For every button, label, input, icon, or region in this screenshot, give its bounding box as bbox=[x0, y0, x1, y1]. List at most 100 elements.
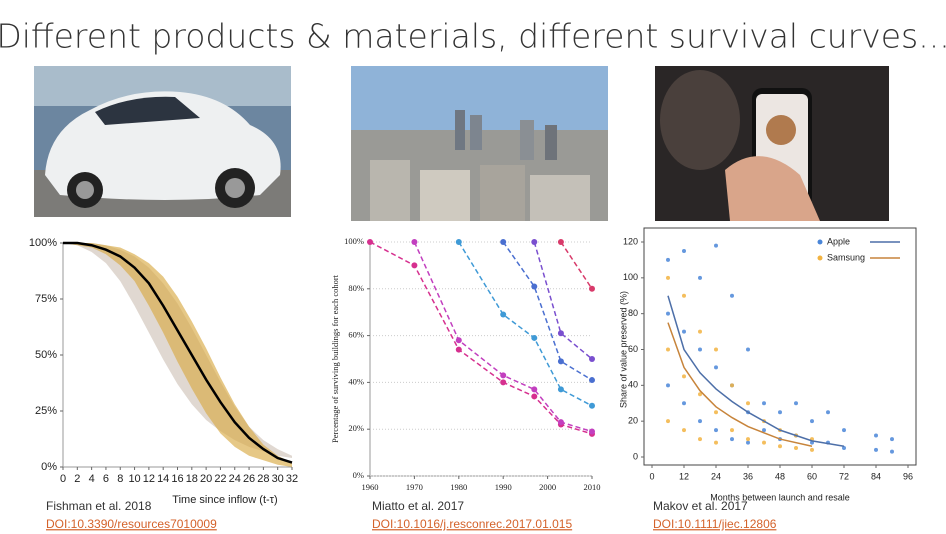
point bbox=[557, 386, 564, 393]
x-tick-label: 1980 bbox=[450, 482, 467, 492]
y-tick-label: 80 bbox=[628, 308, 638, 318]
point bbox=[746, 440, 750, 445]
point bbox=[874, 433, 878, 438]
point bbox=[778, 410, 782, 415]
x-tick-label: 22 bbox=[214, 473, 226, 485]
doi-link[interactable]: DOI:10.1111/jiec.12806 bbox=[653, 517, 777, 531]
x-tick-label: 72 bbox=[839, 471, 849, 481]
x-tick-label: 2010 bbox=[584, 482, 601, 492]
point bbox=[714, 428, 718, 433]
point bbox=[557, 239, 564, 245]
point bbox=[746, 347, 750, 352]
line bbox=[369, 241, 593, 435]
point bbox=[762, 440, 766, 445]
x-tick-label: 14 bbox=[157, 473, 169, 485]
point bbox=[589, 402, 595, 409]
x-tick-label: 10 bbox=[128, 473, 140, 485]
point bbox=[762, 401, 766, 406]
chart: 0%25%50%75%100%0 2 4 6 8 10 12 14 16 18 20 22 24 26 28… bbox=[29, 237, 298, 506]
point bbox=[714, 410, 718, 415]
point bbox=[698, 275, 702, 280]
point bbox=[682, 401, 686, 406]
point bbox=[589, 356, 595, 362]
y-tick-label: 0% bbox=[41, 461, 57, 473]
fit-line bbox=[667, 322, 813, 447]
x-tick-label: 48 bbox=[775, 471, 785, 481]
point bbox=[714, 243, 718, 248]
line bbox=[502, 241, 593, 381]
point bbox=[810, 419, 814, 424]
point bbox=[714, 365, 718, 370]
point bbox=[682, 428, 686, 433]
x-tick-label: 2 bbox=[74, 473, 80, 485]
phone-photo bbox=[655, 66, 889, 221]
x-tick-label: 0 bbox=[60, 473, 66, 485]
y-tick-label: 50% bbox=[35, 349, 57, 361]
caption-2: Miatto et al. 2017 DOI:10.1016/j.resconr… bbox=[372, 499, 572, 531]
point bbox=[589, 377, 595, 384]
y-axis-label: Percentage of surviving buildings for ea… bbox=[330, 274, 340, 443]
fit-line bbox=[667, 295, 845, 447]
point bbox=[589, 428, 595, 435]
point bbox=[500, 239, 507, 245]
point bbox=[842, 446, 846, 451]
x-tick-label: 84 bbox=[871, 471, 881, 481]
x-tick-label: 20 bbox=[200, 473, 212, 485]
point bbox=[890, 437, 894, 442]
y-tick-label: 120 bbox=[623, 236, 638, 246]
point bbox=[826, 410, 830, 415]
point bbox=[531, 283, 538, 290]
x-tick-label: 32 bbox=[286, 473, 298, 485]
doi-link[interactable]: DOI:10.3390/resources7010009 bbox=[46, 517, 217, 531]
x-tick-label: 1990 bbox=[495, 482, 512, 492]
point bbox=[730, 428, 734, 433]
y-tick-label: 100% bbox=[29, 237, 57, 249]
x-tick-label: 2000 bbox=[539, 482, 556, 492]
point bbox=[698, 437, 702, 442]
caption-author: Fishman et al. 2018 bbox=[46, 499, 152, 513]
line bbox=[560, 241, 593, 290]
x-tick-label: 26 bbox=[243, 473, 255, 485]
x-tick-label: 1970 bbox=[406, 482, 423, 492]
point bbox=[531, 393, 538, 400]
x-tick-label: 24 bbox=[229, 473, 241, 485]
point bbox=[730, 437, 734, 442]
point bbox=[666, 275, 670, 280]
point bbox=[589, 285, 595, 292]
point bbox=[557, 419, 564, 426]
y-tick-label: 100% bbox=[344, 236, 364, 246]
point bbox=[730, 383, 734, 388]
line bbox=[458, 241, 593, 407]
x-tick-label: 18 bbox=[186, 473, 198, 485]
doi-link[interactable]: DOI:10.1016/j.resconrec.2017.01.015 bbox=[372, 517, 572, 531]
y-tick-label: 20% bbox=[348, 423, 364, 433]
car-photo bbox=[34, 66, 291, 217]
line bbox=[413, 241, 593, 433]
point bbox=[842, 428, 846, 433]
point bbox=[810, 447, 814, 452]
x-tick-label: 36 bbox=[743, 471, 753, 481]
point bbox=[698, 329, 702, 334]
legend-marker bbox=[817, 255, 823, 261]
chart: 0 20 40 60 80 100 120 0 12 24 36 48 60 72 84 96 Months b… bbox=[618, 227, 917, 502]
x-tick-label: 24 bbox=[711, 471, 721, 481]
point bbox=[746, 437, 750, 442]
legend-label: Apple bbox=[827, 236, 850, 246]
caption-1: Fishman et al. 2018 DOI:10.3390/resource… bbox=[46, 499, 217, 531]
y-tick-label: 40% bbox=[348, 376, 364, 386]
point bbox=[500, 311, 507, 318]
point bbox=[666, 383, 670, 388]
point bbox=[778, 444, 782, 449]
y-tick-label: 40 bbox=[628, 380, 638, 390]
x-tick-label: 28 bbox=[257, 473, 269, 485]
x-tick-label: 60 bbox=[807, 471, 817, 481]
slide-title: Different products & materials, differen… bbox=[0, 17, 946, 56]
x-tick-label: 96 bbox=[903, 471, 913, 481]
point bbox=[666, 311, 670, 316]
x-tick-label: 1960 bbox=[362, 482, 379, 492]
point bbox=[682, 374, 686, 379]
point bbox=[682, 329, 686, 334]
x-tick-label: 16 bbox=[171, 473, 183, 485]
point bbox=[794, 401, 798, 406]
